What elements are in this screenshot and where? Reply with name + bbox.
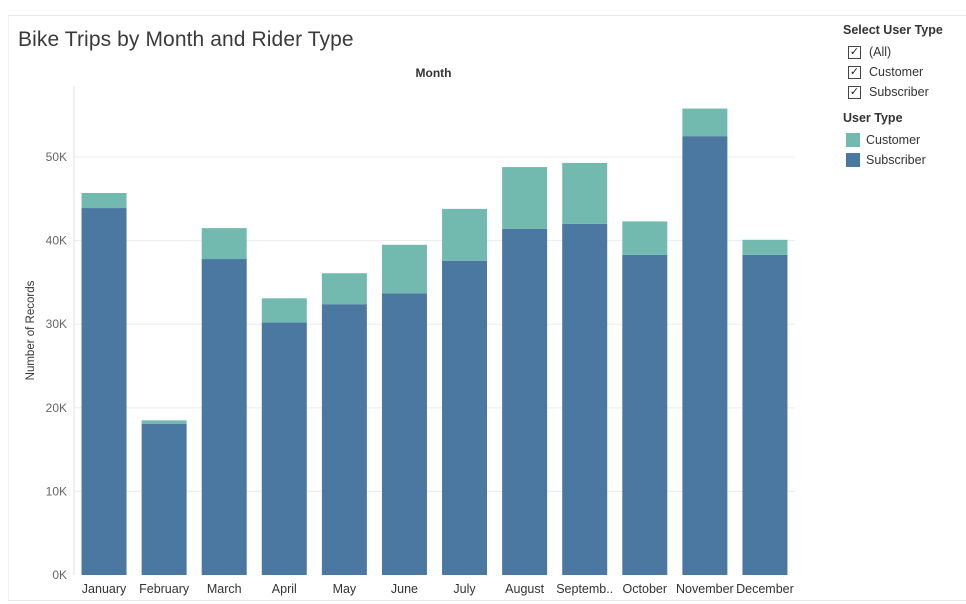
bar-subscriber-7 xyxy=(502,228,548,575)
left-divider xyxy=(8,15,9,601)
bar-subscriber-9 xyxy=(622,254,668,575)
bar-customer-2 xyxy=(201,228,247,260)
legend-item-label: Subscriber xyxy=(866,153,926,167)
bar-subscriber-2 xyxy=(201,259,247,575)
legend-item-customer[interactable]: Customer xyxy=(843,130,943,150)
chart-title: Bike Trips by Month and Rider Type xyxy=(18,28,354,51)
bar-customer-3 xyxy=(261,298,307,323)
bar-customer-5 xyxy=(381,244,427,294)
x-tick-label: October xyxy=(623,582,667,596)
filter-option-all[interactable]: ✓ (All) xyxy=(843,42,943,62)
bar-customer-1 xyxy=(141,420,187,424)
y-tick-label: 40K xyxy=(46,234,67,248)
bar-customer-10 xyxy=(682,108,728,137)
filter-option-customer[interactable]: ✓ Customer xyxy=(843,62,943,82)
bar-subscriber-5 xyxy=(381,293,427,575)
filter-option-label: Customer xyxy=(869,65,924,79)
legend-heading: User Type xyxy=(843,111,903,125)
color-swatch xyxy=(846,133,860,147)
x-tick-label: July xyxy=(453,582,476,596)
bar-subscriber-11 xyxy=(742,254,788,575)
y-tick-label: 30K xyxy=(46,317,67,331)
bar-customer-11 xyxy=(742,239,788,255)
bar-chart: 0K 10K 20K 30K 40K 50K Number of Records Month J… xyxy=(25,66,795,596)
y-tick-label: 20K xyxy=(46,401,67,415)
x-tick-label: August xyxy=(505,582,544,596)
filter-option-label: (All) xyxy=(869,45,892,59)
bar-subscriber-1 xyxy=(141,423,187,575)
x-tick-label: May xyxy=(333,582,357,596)
bar-customer-0 xyxy=(81,192,127,209)
legend-panel: Select User Type ✓ (All) ✓ Customer ✓ Su… xyxy=(843,22,943,170)
filter-option-label: Subscriber xyxy=(869,85,929,99)
bar-customer-7 xyxy=(502,167,548,229)
filter-option-subscriber[interactable]: ✓ Subscriber xyxy=(843,82,943,102)
checkbox-checked-icon[interactable]: ✓ xyxy=(848,45,861,59)
top-divider xyxy=(8,15,966,16)
bar-customer-8 xyxy=(562,162,608,224)
bar-subscriber-10 xyxy=(682,136,728,575)
x-tick-label: November xyxy=(676,582,734,596)
legend-item-subscriber[interactable]: Subscriber xyxy=(843,150,943,170)
x-tick-label: Septemb.. xyxy=(556,582,613,596)
x-tick-label: January xyxy=(82,582,127,596)
y-tick-label: 0K xyxy=(52,568,67,582)
x-tick-label: February xyxy=(139,582,190,596)
bar-subscriber-6 xyxy=(442,260,488,575)
bottom-divider xyxy=(8,600,966,601)
bar-subscriber-0 xyxy=(81,208,127,576)
y-tick-label: 10K xyxy=(46,484,67,498)
bar-subscriber-4 xyxy=(321,304,367,575)
y-axis-title: Number of Records xyxy=(25,280,37,380)
bar-subscriber-3 xyxy=(261,322,307,575)
bar-subscriber-8 xyxy=(562,223,608,575)
x-axis-title: Month xyxy=(416,66,452,80)
bar-customer-6 xyxy=(442,208,488,261)
filter-heading: Select User Type xyxy=(843,23,943,37)
x-tick-label: April xyxy=(272,582,297,596)
color-swatch xyxy=(846,153,860,167)
bar-customer-4 xyxy=(321,273,367,305)
y-tick-label: 50K xyxy=(46,150,67,164)
bar-customer-9 xyxy=(622,221,668,255)
checkbox-checked-icon[interactable]: ✓ xyxy=(848,85,861,99)
x-tick-label: June xyxy=(391,582,418,596)
checkbox-checked-icon[interactable]: ✓ xyxy=(848,65,861,79)
legend-item-label: Customer xyxy=(866,133,921,147)
x-tick-label: March xyxy=(207,582,242,596)
x-tick-label: December xyxy=(736,582,794,596)
